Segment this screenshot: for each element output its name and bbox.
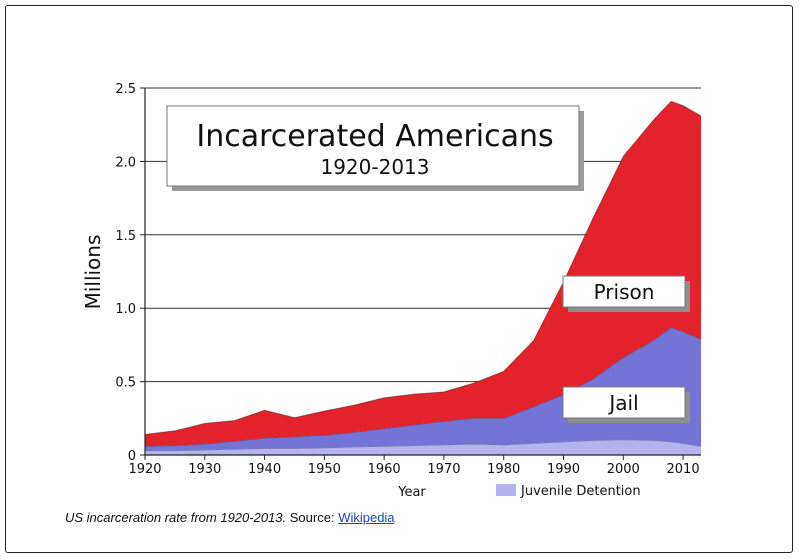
axes bbox=[144, 88, 701, 456]
x-tick-label-1990: 1990 bbox=[547, 462, 580, 477]
y-tick-label-4: 2.0 bbox=[115, 155, 136, 170]
x-tick-label-1970: 1970 bbox=[427, 462, 460, 477]
x-tick-label-1980: 1980 bbox=[487, 462, 520, 477]
caption: US incarceration rate from 1920-2013. So… bbox=[65, 510, 395, 525]
jail-label-box: Jail bbox=[562, 386, 690, 423]
x-ticks: 1920 1930 1940 1950 1960 1970 1980 1990 2000 2010 bbox=[128, 455, 700, 477]
area-series bbox=[144, 100, 702, 455]
area-edge-prison bbox=[144, 100, 702, 435]
x-tick-label-1930: 1930 bbox=[188, 462, 221, 477]
y-ticks: 0 0.5 1.0 1.5 2.0 2.5 bbox=[115, 82, 145, 464]
prison-label: Prison bbox=[594, 280, 655, 304]
legend-label-juvenile: Juvenile Detention bbox=[520, 484, 641, 499]
legend-swatch-juvenile bbox=[496, 484, 516, 496]
legend: Juvenile Detention bbox=[496, 484, 641, 499]
area-prison bbox=[145, 101, 701, 447]
x-tick-label-1960: 1960 bbox=[368, 462, 401, 477]
y-tick-label-0: 0 bbox=[128, 449, 136, 464]
y-axis-label: Millions bbox=[81, 235, 105, 310]
x-axis-label: Year bbox=[397, 485, 426, 500]
x-tick-label-1940: 1940 bbox=[248, 462, 281, 477]
x-tick-label-1950: 1950 bbox=[308, 462, 341, 477]
y-tick-label-5: 2.5 bbox=[115, 82, 136, 97]
x-tick-label-2010: 2010 bbox=[667, 462, 700, 477]
jail-label: Jail bbox=[607, 391, 638, 415]
x-tick-label-1920: 1920 bbox=[128, 462, 161, 477]
y-tick-label-1: 0.5 bbox=[115, 376, 136, 391]
area-jail bbox=[145, 327, 701, 451]
title-box: Incarcerated Americans 1920-2013 bbox=[166, 105, 584, 191]
y-tick-label-3: 1.5 bbox=[115, 229, 136, 244]
prison-label-box: Prison bbox=[562, 275, 690, 312]
area-juvenile-detention bbox=[145, 439, 701, 455]
caption-source-label: Source: bbox=[289, 510, 335, 525]
x-tick-label-2000: 2000 bbox=[607, 462, 640, 477]
chart-subtitle: 1920-2013 bbox=[320, 155, 429, 179]
wikipedia-link[interactable]: Wikipedia bbox=[338, 510, 395, 525]
chart-title: Incarcerated Americans bbox=[196, 119, 553, 154]
caption-text: US incarceration rate from 1920-2013. bbox=[65, 510, 287, 525]
y-tick-label-2: 1.0 bbox=[115, 302, 136, 317]
